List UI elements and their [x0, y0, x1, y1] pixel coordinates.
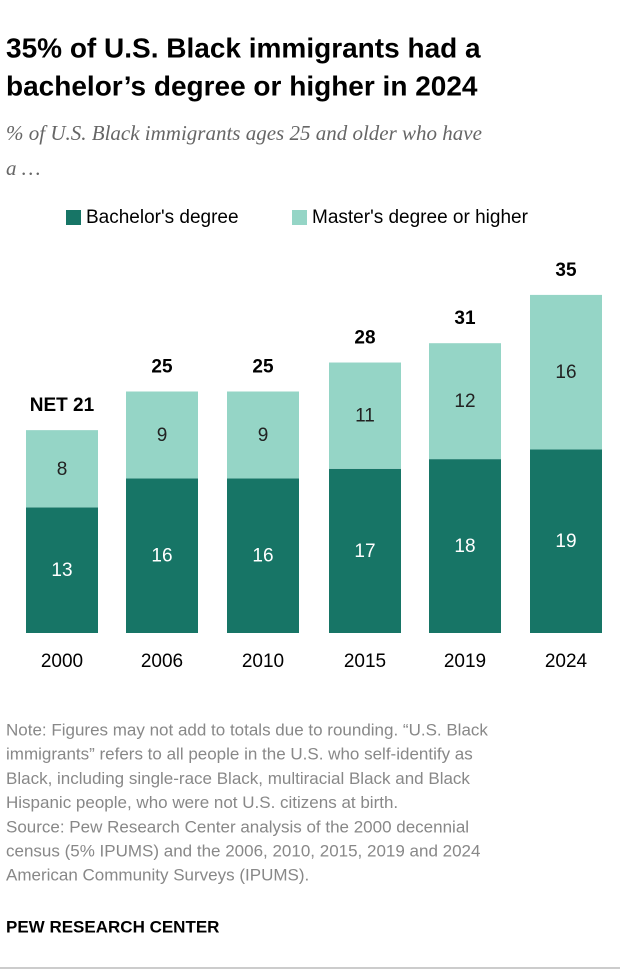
- chart-subtitle: % of U.S. Black immigrants ages 25 and o…: [6, 121, 482, 145]
- bar-segment: [429, 343, 501, 460]
- total-label: 25: [151, 357, 173, 378]
- bar-segment: [126, 391, 198, 479]
- x-tick-label: 2019: [444, 651, 486, 672]
- value-label: 12: [454, 391, 475, 412]
- bar-segment: [227, 391, 299, 479]
- chart-title: 35% of U.S. Black immigrants had a: [6, 32, 481, 63]
- value-label: 9: [157, 425, 168, 446]
- note-line: American Community Surveys (IPUMS).: [6, 866, 309, 885]
- total-label: 25: [252, 357, 274, 378]
- bar-segment: [530, 294, 602, 450]
- value-label: 13: [51, 560, 72, 581]
- total-label: NET 21: [30, 395, 95, 416]
- bar-segment: [26, 430, 98, 508]
- x-tick-label: 2000: [41, 651, 83, 672]
- note-line: Black, including single-race Black, mult…: [6, 769, 470, 788]
- x-tick-label: 2024: [545, 651, 588, 672]
- x-tick-label: 2015: [344, 651, 386, 672]
- value-label: 9: [258, 425, 269, 446]
- legend-swatch: [292, 210, 307, 225]
- value-label: 19: [555, 531, 576, 552]
- chart-subtitle: a …: [6, 156, 40, 180]
- legend-label: Master's degree or higher: [312, 207, 529, 228]
- value-label: 11: [355, 406, 375, 427]
- value-label: 18: [454, 536, 475, 557]
- total-label: 31: [454, 308, 476, 329]
- value-label: 16: [555, 362, 576, 383]
- bar-segment: [126, 478, 198, 633]
- total-label: 28: [354, 328, 375, 349]
- value-label: 16: [151, 546, 172, 567]
- note-line: Hispanic people, who were not U.S. citiz…: [6, 793, 398, 812]
- value-label: 8: [57, 459, 68, 480]
- note-line: immigrants” refers to all people in the …: [6, 745, 473, 764]
- bar-segment: [329, 362, 401, 469]
- bar-segment: [26, 507, 98, 633]
- bar-segment: [429, 459, 501, 633]
- note-line: Source: Pew Research Center analysis of …: [6, 817, 469, 836]
- chart-title: bachelor’s degree or higher in 2024: [6, 70, 478, 101]
- bar-segment: [329, 468, 401, 633]
- bar-segment: [530, 449, 602, 633]
- note-line: Note: Figures may not add to totals due …: [6, 720, 488, 739]
- total-label: 35: [555, 260, 577, 281]
- value-label: 17: [354, 541, 375, 562]
- legend-swatch: [66, 210, 81, 225]
- source-brand: PEW RESEARCH CENTER: [6, 917, 219, 936]
- value-label: 16: [252, 546, 273, 567]
- bar-segment: [227, 478, 299, 633]
- note-line: census (5% IPUMS) and the 2006, 2010, 20…: [6, 841, 480, 860]
- legend-label: Bachelor's degree: [86, 207, 239, 228]
- x-tick-label: 2006: [141, 651, 183, 672]
- x-tick-label: 2010: [242, 651, 284, 672]
